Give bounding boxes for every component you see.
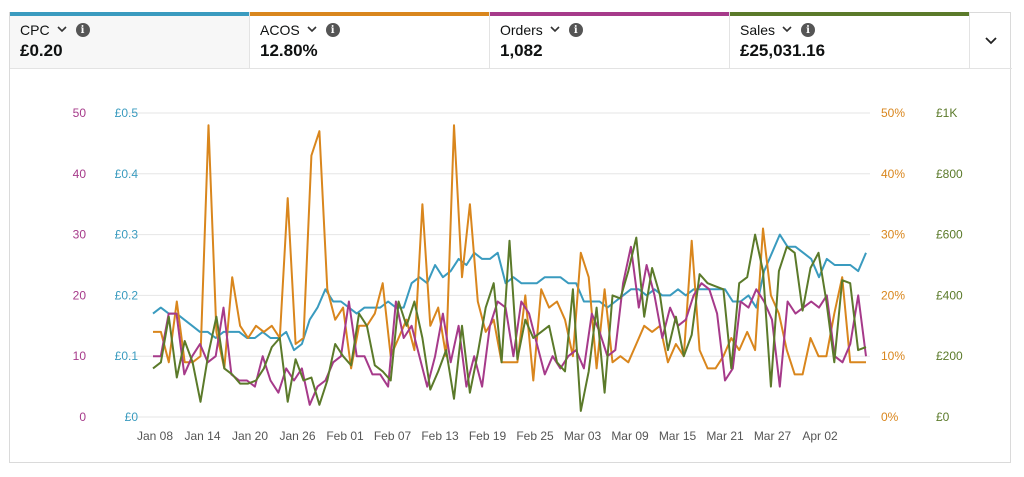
performance-chart-card: CPC i £0.20 ACOS i 12.80% Orders i 1,082 [9, 12, 1012, 463]
x-axis-tick-label: Mar 21 [706, 429, 744, 443]
sales-axis-tick-label: £200 [936, 349, 963, 363]
expand-metrics-button[interactable] [970, 13, 1012, 69]
metric-color-bar [250, 12, 489, 16]
chevron-down-icon[interactable] [550, 25, 560, 33]
metric-tabs: CPC i £0.20 ACOS i 12.80% Orders i 1,082 [10, 12, 970, 69]
metric-tab-acos[interactable]: ACOS i 12.80% [250, 12, 490, 69]
metric-tab-cpc[interactable]: CPC i £0.20 [10, 12, 250, 69]
info-icon[interactable]: i [325, 23, 340, 37]
cpc-axis-tick-label: £0 [125, 410, 139, 424]
info-icon[interactable]: i [75, 23, 90, 37]
metric-label: CPC [20, 22, 50, 38]
x-axis-tick-label: Feb 19 [469, 429, 507, 443]
x-axis-tick-label: Feb 07 [374, 429, 412, 443]
metric-tab-orders[interactable]: Orders i 1,082 [490, 12, 730, 69]
cpc-axis-tick-label: £0.2 [115, 288, 139, 302]
chevron-down-icon[interactable] [307, 25, 317, 33]
metric-color-bar [490, 12, 729, 16]
sales-axis-tick-label: £400 [936, 288, 963, 302]
acos-axis-tick-label: 20% [881, 288, 905, 302]
series-line-sales [152, 233, 867, 412]
metric-color-bar [10, 12, 249, 16]
orders-axis-tick-label: 50 [73, 106, 87, 120]
metric-label: Orders [500, 22, 543, 38]
sales-axis-tick-label: £600 [936, 228, 963, 242]
x-axis-tick-label: Apr 02 [802, 429, 838, 443]
orders-axis-tick-label: 20 [73, 288, 87, 302]
info-icon[interactable]: i [801, 23, 816, 37]
x-axis-tick-label: Feb 01 [326, 429, 364, 443]
orders-axis-tick-label: 0 [79, 410, 86, 424]
chevron-down-icon [985, 32, 997, 50]
orders-axis-tick-label: 40 [73, 167, 87, 181]
acos-axis-tick-label: 0% [881, 410, 899, 424]
cpc-axis-tick-label: £0.1 [115, 349, 139, 363]
x-axis-tick-label: Mar 15 [659, 429, 697, 443]
x-axis-tick-label: Mar 09 [611, 429, 649, 443]
metric-label: Sales [740, 22, 776, 38]
sales-axis-tick-label: £1K [936, 106, 957, 120]
x-axis-tick-label: Feb 25 [516, 429, 554, 443]
info-icon[interactable]: i [568, 23, 583, 37]
sales-axis-tick-label: £800 [936, 167, 963, 181]
metric-tab-sales[interactable]: Sales i £25,031.16 [730, 12, 970, 69]
x-axis-tick-label: Jan 14 [184, 429, 220, 443]
chevron-down-icon[interactable] [56, 25, 67, 33]
metric-value: £25,031.16 [740, 41, 826, 60]
metric-value: 1,082 [500, 41, 543, 60]
acos-axis-tick-label: 40% [881, 167, 905, 181]
acos-axis-tick-label: 50% [881, 106, 905, 120]
series-line-acos [153, 124, 866, 382]
series-line-orders [153, 245, 867, 406]
sales-axis-tick-label: £0 [936, 410, 950, 424]
acos-axis-tick-label: 30% [881, 228, 905, 242]
metric-value: 12.80% [260, 41, 318, 60]
series-line-cpc [152, 233, 867, 352]
x-axis-tick-label: Jan 26 [279, 429, 315, 443]
cpc-axis-tick-label: £0.4 [115, 167, 139, 181]
orders-axis-tick-label: 30 [73, 228, 87, 242]
x-axis-tick-label: Jan 20 [232, 429, 268, 443]
metric-label: ACOS [260, 22, 300, 38]
x-axis-tick-label: Jan 08 [137, 429, 173, 443]
cpc-axis-tick-label: £0.5 [115, 106, 139, 120]
cpc-axis-tick-label: £0.3 [115, 228, 139, 242]
metric-value: £0.20 [20, 41, 63, 60]
x-axis-tick-label: Mar 27 [754, 429, 792, 443]
chevron-down-icon[interactable] [782, 25, 792, 33]
x-axis-tick-label: Mar 03 [564, 429, 602, 443]
acos-axis-tick-label: 10% [881, 349, 905, 363]
metric-color-bar [730, 12, 969, 16]
x-axis-tick-label: Feb 13 [421, 429, 459, 443]
orders-axis-tick-label: 10 [73, 349, 87, 363]
